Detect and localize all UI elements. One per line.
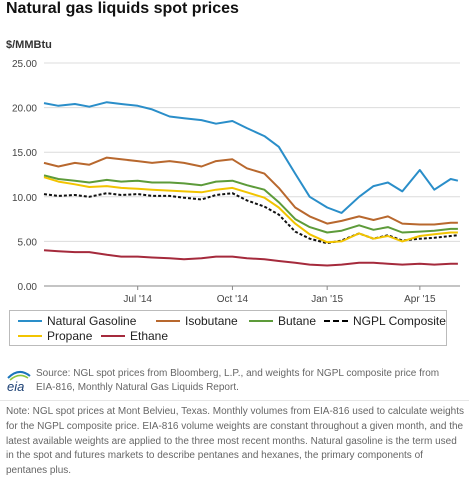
legend-label: NGPL Composite [353, 314, 446, 328]
series-line-isobutane [43, 156, 458, 226]
eia-logo: eia [7, 371, 31, 394]
y-tick-label: 5.00 [18, 237, 38, 248]
eia-logo-text: eia [7, 379, 24, 394]
legend-item-ngpl-composite[interactable]: NGPL Composite [324, 314, 446, 328]
legend-item-ethane[interactable]: Ethane [101, 329, 168, 343]
legend-item-butane[interactable]: Butane [249, 314, 316, 328]
series-line-ngpl-composite [43, 192, 459, 245]
source-note: Source: NGL spot prices from Bloomberg, … [36, 368, 440, 393]
legend-item-propane[interactable]: Propane [18, 329, 92, 343]
legend-swatch [249, 319, 273, 322]
legend-label: Ethane [130, 329, 169, 343]
y-tick-label: 10.00 [12, 193, 37, 204]
legend-item-natural-gasoline[interactable]: Natural Gasoline [18, 314, 136, 328]
legend-label: Natural Gasoline [47, 314, 137, 328]
x-tick-label: Apr '15 [404, 294, 436, 305]
legend-label: Butane [278, 314, 317, 328]
legend-item-isobutane[interactable]: Isobutane [156, 314, 238, 328]
chart-series [43, 101, 459, 267]
x-tick-label: Oct '14 [217, 294, 249, 305]
series-line-ethane [43, 249, 458, 267]
y-tick-label: 25.00 [12, 59, 37, 70]
legend-swatch [324, 319, 348, 322]
y-tick-label: 15.00 [12, 148, 37, 159]
legend-swatch [18, 319, 42, 322]
y-axis-unit-label: $/MMBtu [6, 39, 52, 51]
legend-swatch [156, 319, 180, 322]
footnote: Note: NGL spot prices at Mont Belvieu, T… [6, 406, 464, 477]
x-tick-label: Jan '15 [311, 294, 343, 305]
legend-swatch [18, 334, 42, 337]
legend-label: Isobutane [185, 314, 238, 328]
series-line-propane [43, 176, 458, 244]
y-tick-label: 0.00 [18, 282, 38, 293]
x-axis-ticks: Jul '14 Oct '14 Jan '15 Apr '15 [123, 286, 436, 305]
series-line-butane [43, 174, 458, 234]
divider [0, 400, 469, 401]
y-tick-label: 20.00 [12, 104, 37, 115]
y-axis-ticks: 0.00 5.00 10.00 15.00 20.00 25.00 [12, 59, 37, 293]
line-chart: 0.00 5.00 10.00 15.00 20.00 25.00 Jul '14 Oct … [12, 59, 460, 305]
chart-legend: Natural Gasoline Isobutane Butane NGPL C… [9, 310, 447, 346]
legend-swatch [101, 334, 125, 337]
series-line-natural-gasoline [43, 101, 459, 214]
chart-gridlines [44, 62, 460, 287]
x-tick-label: Jul '14 [123, 294, 152, 305]
chart-title: Natural gas liquids spot prices [6, 0, 239, 17]
legend-label: Propane [47, 329, 93, 343]
